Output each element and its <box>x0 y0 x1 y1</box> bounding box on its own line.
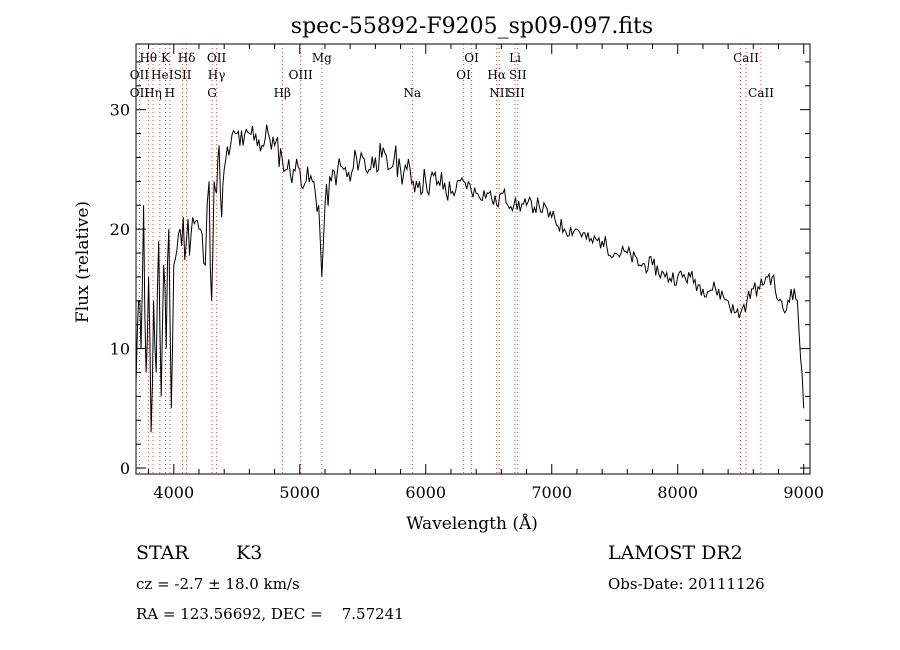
spectrum-series-line <box>135 124 805 433</box>
line-label-10: OII <box>207 51 227 65</box>
line-label-2: Hδ <box>178 51 196 65</box>
line-label-13: Mg <box>312 51 332 65</box>
line-label-18: OI <box>456 68 471 82</box>
line-label-9: H <box>165 86 175 100</box>
line-label-22: NII <box>489 86 509 100</box>
line-label-8: Hη <box>144 86 162 100</box>
line-label-0: Hθ <box>139 51 157 65</box>
axis-ticks: 4000 5000 6000 7000 8000 9000 0 10 20 30 <box>110 44 824 502</box>
line-label-23: SII <box>507 86 525 100</box>
line-label-17: OI <box>464 51 479 65</box>
spectral-line-markers <box>138 44 762 474</box>
line-label-6: SII <box>174 68 192 82</box>
line-label-14: OIII <box>289 68 313 82</box>
line-label-4: He <box>151 68 169 82</box>
object-subclass: K3 <box>236 542 262 564</box>
y-axis-label: Flux (relative) <box>73 201 93 323</box>
line-label-25: CaII <box>748 86 774 100</box>
y-tick-label-1: 10 <box>110 340 130 359</box>
x-tick-label-4: 8000 <box>657 483 698 502</box>
line-label-3: OII <box>130 68 150 82</box>
line-label-15: Hβ <box>274 86 291 100</box>
line-label-21: SII <box>509 68 527 82</box>
x-tick-label-0: 4000 <box>153 483 194 502</box>
y-tick-label-2: 20 <box>110 220 130 239</box>
x-tick-label-2: 6000 <box>405 483 446 502</box>
line-label-24: CaII <box>733 51 759 65</box>
survey-name: LAMOST DR2 <box>608 542 743 564</box>
line-label-11: Hγ <box>208 68 226 82</box>
line-label-20: Hα <box>487 68 506 82</box>
line-label-5: I <box>169 68 174 82</box>
x-tick-label-1: 5000 <box>279 483 320 502</box>
y-tick-label-3: 30 <box>110 101 130 120</box>
line-label-16: Na <box>403 86 421 100</box>
line-label-12: G <box>207 86 217 100</box>
line-label-1: K <box>161 51 171 65</box>
chart-title: spec-55892-F9205_sp09-097.fits <box>291 14 653 39</box>
coordinates-text: RA = 123.56692, DEC = 7.57241 <box>136 605 404 623</box>
redshift-text: cz = -2.7 ± 18.0 km/s <box>136 575 300 593</box>
line-label-19: Li <box>509 51 521 65</box>
plot-frame <box>135 43 811 475</box>
obs-date-text: Obs-Date: 20111126 <box>608 575 765 593</box>
x-axis-label: Wavelength (Å) <box>406 513 538 534</box>
y-tick-label-0: 0 <box>120 459 130 478</box>
x-tick-label-3: 7000 <box>531 483 572 502</box>
object-class: STAR <box>136 542 189 564</box>
x-tick-label-5: 9000 <box>783 483 824 502</box>
line-label-7: OII <box>130 86 150 100</box>
